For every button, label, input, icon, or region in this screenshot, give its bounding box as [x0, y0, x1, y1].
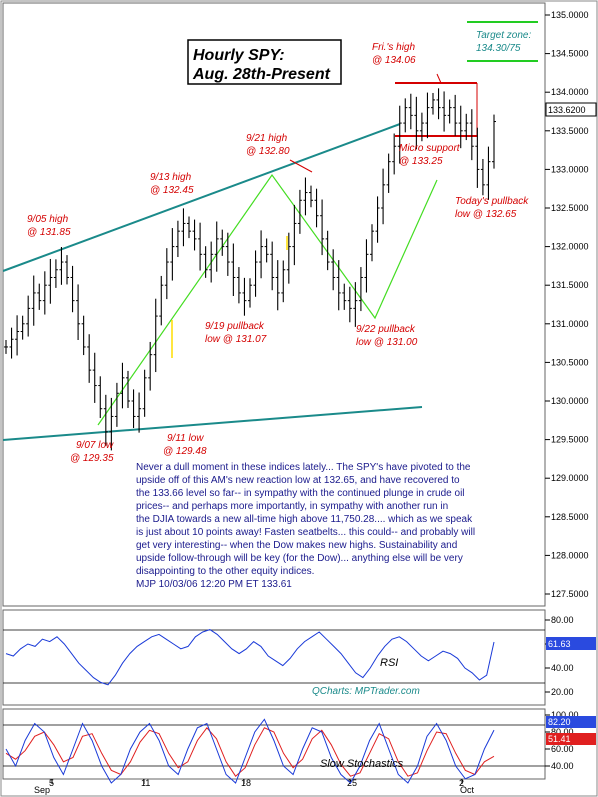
annotation-value: low @ 131.07 [205, 334, 267, 345]
annotation-9-11-low: 9/11 low @ 129.48 [163, 433, 207, 457]
upper-trendline [2, 123, 401, 272]
lower-trendline [2, 406, 423, 441]
qcharts-label: QCharts: MPTrader.com [312, 686, 420, 697]
price-bars [4, 88, 496, 451]
annotation-text: Fri.'s high [372, 42, 415, 53]
annotation-text: Today's pullback [455, 196, 529, 207]
annotation-value: low @ 131.00 [356, 337, 418, 348]
commentary-line: upside off of this AM's new reaction low… [136, 475, 460, 486]
stoch-k-marker-box [546, 716, 596, 728]
stoch-tick-label: 100.00 [551, 710, 579, 720]
annotation-text: 9/07 low [76, 440, 114, 451]
price-tick-label: 130.0000 [551, 396, 589, 406]
commentary-line: Never a dull moment in these indices lat… [136, 462, 471, 473]
annotation-value: low @ 132.65 [455, 209, 517, 220]
stoch-label: Slow Stochastics [320, 758, 404, 770]
rsi-label: RSI [380, 657, 398, 669]
price-tick-label: 129.0000 [551, 473, 589, 483]
title-line2: Aug. 28th-Present [192, 66, 331, 83]
price-tick-label: 130.5000 [551, 357, 589, 367]
x-tick-label: 11 [141, 778, 150, 788]
annotation-9-21-high: 9/21 high @ 132.80 [246, 133, 290, 157]
commentary-line: is just about 10 points away! Fasten sea… [136, 527, 475, 538]
price-tick-label: 135.0000 [551, 10, 589, 20]
price-tick-label: 128.5000 [551, 512, 589, 522]
stoch-d-marker-box [546, 733, 596, 745]
month-label-oct: Oct [460, 785, 475, 795]
commentary-line: upside follow-through will be key (for t… [136, 553, 463, 564]
rsi-panel [2, 609, 546, 706]
title-line1: Hourly SPY: [193, 47, 285, 64]
stochastics-panel [2, 708, 546, 780]
annotation-text: 9/05 high [27, 214, 69, 225]
stoch-tick-label: 40.00 [551, 761, 574, 771]
price-tick-label: 133.0000 [551, 164, 589, 174]
price-tick-label: 129.5000 [551, 435, 589, 445]
x-tick-label: 5 [49, 778, 54, 788]
x-tick-label: 25 [347, 778, 357, 788]
price-marker-box [545, 102, 597, 117]
annotation-text: 9/22 pullback [356, 324, 416, 335]
rsi-tick-label: 20.00 [551, 687, 574, 697]
month-label-sep: Sep [34, 785, 50, 795]
annotation-value: @ 134.06 [372, 55, 416, 66]
annotation-micro-support: Micro support @ 133.25 [399, 143, 461, 167]
annotation-fri-high: Fri.'s high @ 134.06 [372, 42, 416, 66]
commentary-line: get very interesting-- when the Dow make… [136, 540, 457, 551]
price-tick-label: 127.5000 [551, 589, 589, 599]
stoch-tick-label: 60.00 [551, 744, 574, 754]
rsi-marker-value: 61.63 [548, 639, 571, 649]
x-tick-label: 2 [459, 778, 464, 788]
price-marker-value: 133.6200 [548, 105, 586, 115]
price-tick-label: 133.5000 [551, 126, 589, 136]
annotation-9-22-pullback: 9/22 pullback low @ 131.00 [356, 324, 418, 348]
stoch-d-marker-value: 51.41 [548, 734, 571, 744]
rsi-line [5, 629, 495, 686]
commentary-line: disappointing to the other equity indice… [136, 566, 314, 577]
annotation-todays-pullback: Today's pullback low @ 132.65 [455, 196, 529, 220]
rsi-tick-label: 80.00 [551, 615, 574, 625]
annotation-value: @ 131.85 [27, 227, 71, 238]
price-tick-label: 134.5000 [551, 49, 589, 59]
title-box [187, 39, 342, 85]
stoch-k-line [5, 718, 495, 784]
commentary-line: prices-- and perhaps more importantly, i… [136, 501, 448, 512]
target-zone-value: 134.30/75 [476, 43, 521, 54]
rsi-tick-label: 40.00 [551, 663, 574, 673]
target-zone-label: Target zone: [476, 30, 531, 41]
price-tick-label: 128.0000 [551, 550, 589, 560]
annotation-text: Micro support [399, 143, 461, 154]
price-tick-label: 134.0000 [551, 87, 589, 97]
annotation-text: 9/19 pullback [205, 321, 265, 332]
price-tick-label: 131.5000 [551, 280, 589, 290]
annotation-value: @ 133.25 [399, 156, 443, 167]
price-tick-label: 132.0000 [551, 242, 589, 252]
annotation-9-05-high: 9/05 high @ 131.85 [27, 214, 71, 238]
annotation-value: @ 129.48 [163, 446, 207, 457]
commentary-text: Never a dull moment in these indices lat… [136, 462, 475, 590]
commentary-line: the DJIA towards a new all-time high abo… [136, 514, 473, 525]
annotation-9-13-high: 9/13 high @ 132.45 [150, 172, 194, 196]
price-tick-label: 131.0000 [551, 319, 589, 329]
stoch-k-marker-value: 82.20 [548, 717, 571, 727]
annotation-arrow-9-21 [289, 159, 313, 173]
x-tick-label: 18 [241, 778, 251, 788]
stoch-tick-label: 80.00 [551, 727, 574, 737]
annotation-text: 9/11 low [167, 433, 204, 444]
annotation-9-19-pullback: 9/19 pullback low @ 131.07 [205, 321, 267, 345]
green-channel [97, 173, 438, 426]
price-tick-label: 132.5000 [551, 203, 589, 213]
annotation-9-07-low: 9/07 low @ 129.35 [70, 440, 114, 464]
commentary-line: MJP 10/03/06 12:20 PM ET 133.61 [136, 579, 292, 590]
commentary-line: the 133.66 level so far-- in sympathy wi… [136, 488, 465, 499]
rsi-marker-box [546, 637, 596, 650]
annotation-value: @ 132.80 [246, 146, 290, 157]
annotation-text: 9/21 high [246, 133, 288, 144]
annotation-value: @ 129.35 [70, 453, 114, 464]
annotation-text: 9/13 high [150, 172, 192, 183]
resistance-tick [436, 73, 442, 84]
annotation-value: @ 132.45 [150, 185, 194, 196]
